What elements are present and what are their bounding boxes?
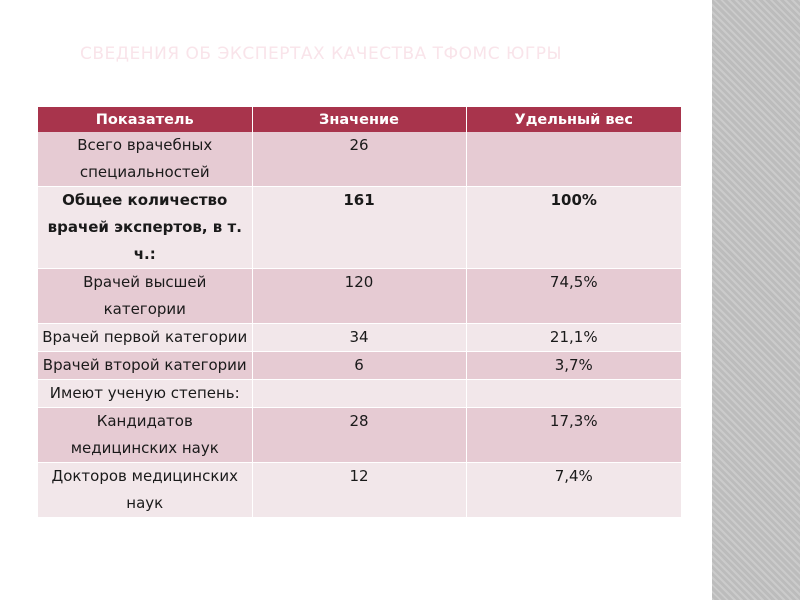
table-row: Кандидатов медицинских наук 28 17,3%: [38, 407, 681, 463]
indicator-cell: Врачей первой категории: [38, 323, 253, 352]
value-cell: 28: [252, 407, 467, 463]
table-row: Врачей высшей категории 120 74,5%: [38, 268, 681, 324]
indicator-cell: Общее количество врачей экспертов, в т. …: [38, 186, 253, 269]
table-row: Врачей второй категории 6 3,7%: [38, 351, 681, 380]
value-cell: 26: [252, 132, 467, 187]
table-row: Имеют ученую степень:: [38, 379, 681, 408]
value-cell: 6: [252, 351, 467, 380]
share-cell: 21,1%: [466, 323, 681, 352]
value-cell: 34: [252, 323, 467, 352]
value-cell: 12: [252, 462, 467, 518]
header-value: Значение: [252, 107, 467, 132]
value-cell: 161: [252, 186, 467, 269]
share-cell: 7,4%: [466, 462, 681, 518]
table-row: Всего врачебных специальностей 26: [38, 132, 681, 187]
indicator-cell: Докторов медицинских наук: [38, 462, 253, 518]
indicator-cell: Всего врачебных специальностей: [38, 132, 253, 187]
decorative-stripe-panel: [712, 0, 800, 600]
header-share: Удельный вес: [466, 107, 681, 132]
table-row: Врачей первой категории 34 21,1%: [38, 323, 681, 352]
indicator-cell: Врачей высшей категории: [38, 268, 253, 324]
experts-table: Показатель Значение Удельный вес Всего в…: [38, 107, 681, 518]
share-cell: [466, 379, 681, 408]
table-row: Общее количество врачей экспертов, в т. …: [38, 186, 681, 269]
table-header-row: Показатель Значение Удельный вес: [38, 107, 681, 132]
value-cell: 120: [252, 268, 467, 324]
share-cell: 74,5%: [466, 268, 681, 324]
indicator-cell: Кандидатов медицинских наук: [38, 407, 253, 463]
header-indicator: Показатель: [38, 107, 253, 132]
slide-title: СВЕДЕНИЯ ОБ ЭКСПЕРТАХ КАЧЕСТВА ТФОМС ЮГР…: [80, 44, 562, 64]
share-cell: 3,7%: [466, 351, 681, 380]
indicator-cell: Врачей второй категории: [38, 351, 253, 380]
table-row: Докторов медицинских наук 12 7,4%: [38, 462, 681, 518]
share-cell: 17,3%: [466, 407, 681, 463]
share-cell: 100%: [466, 186, 681, 269]
indicator-cell: Имеют ученую степень:: [38, 379, 253, 408]
value-cell: [252, 379, 467, 408]
share-cell: [466, 132, 681, 187]
